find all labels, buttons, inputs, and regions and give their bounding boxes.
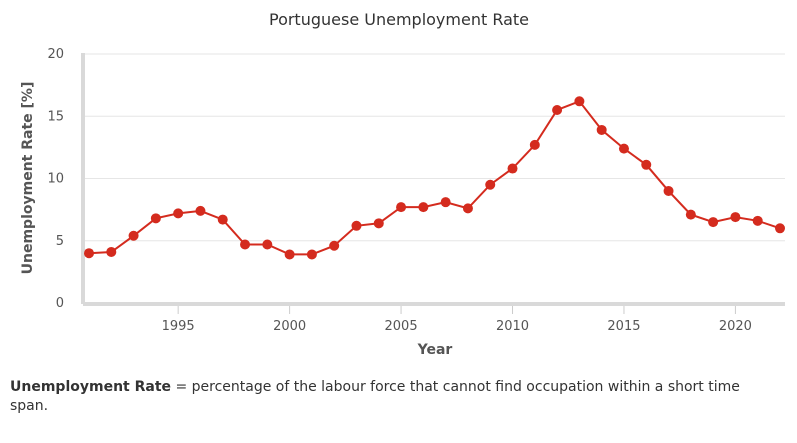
data-point[interactable]	[284, 249, 295, 260]
data-point[interactable]	[485, 179, 496, 190]
data-point[interactable]	[128, 230, 139, 241]
data-point[interactable]	[418, 202, 429, 213]
data-point[interactable]	[373, 218, 384, 229]
data-point[interactable]	[262, 239, 273, 250]
x-tick-label: 2000	[273, 319, 306, 334]
y-axis-title: Unemployment Rate [%]	[20, 82, 36, 275]
data-point[interactable]	[752, 215, 763, 226]
y-tick-label: 5	[56, 234, 64, 249]
data-point[interactable]	[396, 202, 407, 213]
series-line	[88, 100, 781, 256]
footnote-definition: = percentage of the labour force that ca…	[10, 379, 740, 414]
data-point[interactable]	[306, 249, 317, 260]
data-point[interactable]	[618, 143, 629, 154]
data-point[interactable]	[440, 197, 451, 208]
chart-title: Portuguese Unemployment Rate	[269, 10, 529, 29]
x-tick-label: 2020	[719, 319, 752, 334]
y-tick-label: 15	[47, 109, 64, 124]
data-series	[84, 96, 785, 260]
x-axis-ticks: 1995 2000 2005 2010 2015 2020	[162, 304, 752, 334]
y-tick-label: 20	[47, 47, 64, 62]
data-point[interactable]	[195, 205, 206, 216]
data-point[interactable]	[351, 220, 362, 231]
y-tick-label: 0	[56, 296, 64, 311]
x-tick-label: 2010	[496, 319, 529, 334]
data-point[interactable]	[507, 163, 518, 174]
x-tick-label: 2005	[385, 319, 418, 334]
data-point[interactable]	[173, 208, 184, 219]
x-tick-label: 1995	[162, 319, 195, 334]
data-point[interactable]	[730, 212, 741, 223]
line-chart: Portuguese Unemployment Rate 0 5 10 15 20 19…	[20, 10, 785, 358]
data-point[interactable]	[685, 209, 696, 220]
data-point[interactable]	[596, 124, 607, 135]
data-point[interactable]	[462, 203, 473, 214]
data-point[interactable]	[240, 239, 251, 250]
y-axis-ticks: 0 5 10 15 20	[47, 47, 64, 311]
data-point[interactable]	[775, 223, 785, 234]
footnote-term: Unemployment Rate	[10, 379, 172, 395]
x-axis-title: Year	[417, 342, 453, 358]
data-point[interactable]	[106, 246, 117, 257]
data-point[interactable]	[574, 96, 585, 107]
data-point[interactable]	[641, 159, 652, 170]
data-point[interactable]	[329, 240, 340, 251]
data-point[interactable]	[529, 139, 540, 150]
data-point[interactable]	[552, 105, 563, 116]
footnote: Unemployment Rate = percentage of the la…	[10, 378, 780, 416]
x-tick-label: 2015	[607, 319, 640, 334]
data-point[interactable]	[663, 185, 674, 196]
data-point[interactable]	[84, 248, 94, 259]
grid-lines	[83, 53, 785, 242]
data-point[interactable]	[708, 217, 719, 228]
y-tick-label: 10	[47, 172, 64, 187]
data-point[interactable]	[150, 213, 161, 224]
data-point[interactable]	[217, 214, 228, 225]
